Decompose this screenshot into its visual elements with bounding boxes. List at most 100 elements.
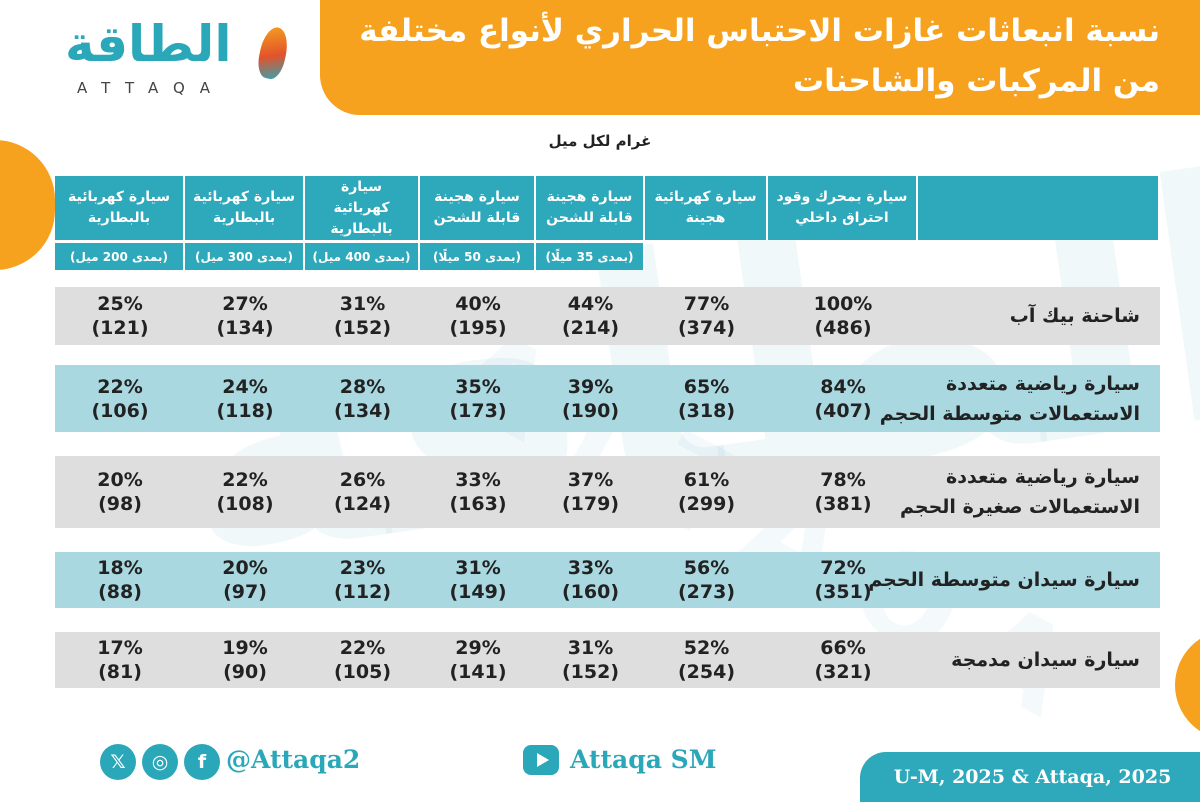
cell-grams: (105) (333, 661, 392, 683)
cell-grams: (195) (449, 317, 507, 339)
table-cell: 18% (88) (65, 556, 175, 604)
table-cell: 26% (124) (308, 468, 418, 516)
facebook-icon[interactable]: f (184, 744, 220, 780)
table-row: سيارة رياضية متعددة الاستعمالات صغيرة الح… (55, 456, 1160, 528)
table-cell: 52% (254) (652, 636, 762, 684)
cell-grams: (81) (98, 661, 142, 683)
cell-grams: (97) (223, 581, 267, 603)
column-range-7: (بمدى 200 ميل) (55, 243, 185, 270)
cell-grams: (381) (814, 493, 872, 515)
table-row: شاحنة بيك آب 100% (486) 77% (374) 44% (214) 40%… (55, 287, 1160, 345)
table-cell: 40% (195) (423, 292, 533, 340)
cell-grams: (351) (814, 581, 872, 603)
cell-percent: 20% (222, 557, 268, 579)
title-banner: نسبة انبعاثات غازات الاحتباس الحراري لأن… (320, 0, 1200, 115)
cell-percent: 27% (222, 293, 268, 315)
table-cell: 27% (134) (190, 292, 300, 340)
table-cell: 22% (108) (190, 468, 300, 516)
cell-percent: 65% (683, 375, 730, 398)
logo-latin-text: ATTAQA (77, 79, 226, 97)
table-cell: 31% (149) (423, 556, 533, 604)
column-range-3: (بمدى 35 ميلًا) (536, 243, 645, 270)
table-cell: 22% (106) (65, 375, 175, 423)
table-row: سيارة سيدان متوسطة الحجم 72% (351) 56% (273)… (55, 552, 1160, 608)
cell-grams: (254) (677, 661, 736, 683)
cell-grams: (273) (677, 581, 736, 603)
row-label: سيارة رياضية متعددة الاستعمالات صغيرة الح… (900, 466, 1140, 518)
youtube-channel[interactable]: Attaqa SM (570, 745, 717, 774)
cell-grams: (299) (677, 493, 736, 515)
cell-percent: 35% (455, 375, 501, 398)
header-corner-cell (918, 176, 1160, 240)
table-cell: 19% (90) (190, 636, 300, 684)
cell-percent: 44% (567, 293, 614, 315)
cell-grams: (160) (561, 581, 620, 603)
x-icon[interactable]: 𝕏 (100, 744, 136, 780)
cell-grams: (88) (98, 581, 142, 603)
cell-percent: 31% (339, 293, 386, 315)
table-row: سيارة سيدان مدمجة 66% (321) 52% (254) 31% (152… (55, 632, 1160, 688)
cell-percent: 22% (97, 375, 143, 398)
cell-grams: (374) (677, 317, 736, 339)
cell-grams: (98) (98, 493, 142, 515)
cell-percent: 61% (683, 469, 730, 491)
cell-percent: 72% (820, 557, 866, 579)
column-header-4: سيارة هجينة قابلة للشحن (420, 176, 536, 240)
cell-grams: (407) (814, 399, 872, 422)
column-header-2: سيارة كهربائية هجينة (645, 176, 768, 240)
youtube-icon[interactable] (523, 745, 559, 775)
cell-grams: (149) (449, 581, 507, 603)
social-handle[interactable]: @Attaqa2 (226, 745, 361, 774)
cell-grams: (134) (333, 399, 392, 422)
column-range-5: (بمدى 400 ميل) (305, 243, 420, 270)
cell-grams: (486) (814, 317, 872, 339)
table-cell: 25% (121) (65, 292, 175, 340)
table-cell: 78% (381) (788, 468, 898, 516)
cell-percent: 77% (683, 293, 730, 315)
table-cell: 72% (351) (788, 556, 898, 604)
cell-grams: (108) (216, 493, 274, 515)
title-line-1: نسبة انبعاثات غازات الاحتباس الحراري لأن… (359, 13, 1160, 49)
unit-label: غرام لكل ميل (548, 132, 652, 150)
cell-grams: (214) (561, 317, 620, 339)
row-label: شاحنة بيك آب (1009, 305, 1140, 327)
column-header-5: سيارة كهربائية بالبطارية (305, 176, 420, 240)
table-cell: 37% (179) (536, 468, 646, 516)
cell-percent: 19% (222, 637, 268, 659)
cell-grams: (112) (333, 581, 392, 603)
cell-percent: 29% (455, 637, 501, 659)
cell-percent: 84% (820, 375, 866, 398)
table-cell: 77% (374) (652, 292, 762, 340)
table-cell: 29% (141) (423, 636, 533, 684)
column-header-6: سيارة كهربائية بالبطارية (185, 176, 305, 240)
table-cell: 31% (152) (308, 292, 418, 340)
table-cell: 28% (134) (308, 375, 418, 423)
attaqa-logo: الطاقة ATTAQA (55, 15, 295, 105)
table-cell: 65% (318) (652, 375, 762, 423)
cell-percent: 100% (813, 293, 873, 315)
cell-grams: (124) (333, 493, 392, 515)
cell-percent: 20% (97, 469, 143, 491)
source-label: U-M, 2025 & Attaqa, 2025 (860, 752, 1200, 802)
table-cell: 33% (160) (536, 556, 646, 604)
table-cell: 20% (98) (65, 468, 175, 516)
cell-percent: 23% (339, 557, 386, 579)
cell-grams: (163) (449, 493, 507, 515)
cell-percent: 24% (222, 375, 268, 398)
row-label: سيارة رياضية متعددة الاستعمالات متوسطة ال… (879, 372, 1140, 425)
table-cell: 66% (321) (788, 636, 898, 684)
column-header-1: سيارة بمحرك وقود احتراق داخلي (768, 176, 918, 240)
cell-grams: (90) (223, 661, 267, 683)
orange-accent-shape-right (1175, 630, 1200, 740)
instagram-icon[interactable]: ◎ (142, 744, 178, 780)
table-cell: 39% (190) (536, 375, 646, 423)
cell-grams: (106) (91, 399, 149, 422)
cell-percent: 28% (339, 375, 386, 398)
column-range-6: (بمدى 300 ميل) (185, 243, 305, 270)
cell-grams: (152) (561, 661, 620, 683)
table-cell: 33% (163) (423, 468, 533, 516)
table-cell: 20% (97) (190, 556, 300, 604)
cell-percent: 52% (683, 637, 730, 659)
cell-percent: 39% (567, 375, 614, 398)
cell-grams: (318) (677, 399, 736, 422)
